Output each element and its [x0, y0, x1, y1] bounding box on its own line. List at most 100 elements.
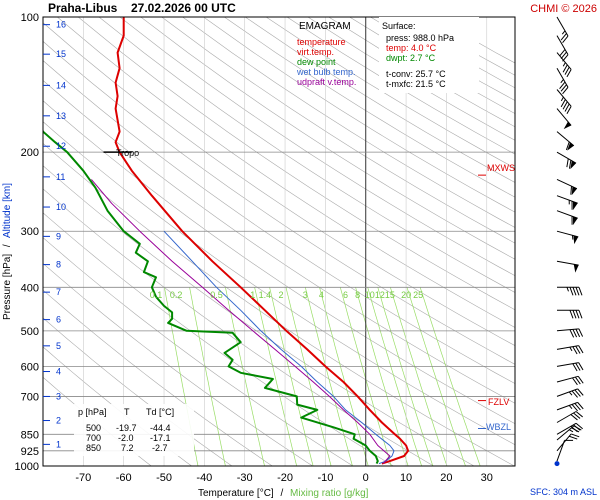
wind-barb-full	[569, 310, 574, 319]
wind-barb-half	[568, 405, 573, 410]
mixing-ratio-label: 4	[319, 290, 324, 300]
wind-barb-full	[572, 310, 577, 319]
table-row-700-t: -2.0	[118, 433, 134, 443]
wind-barb-full	[572, 287, 577, 296]
y-axis-title-alt: Altitude [km]	[2, 183, 13, 238]
wind-barb-pennant	[567, 142, 574, 151]
wind-barb	[556, 16, 569, 43]
x-axis-title-mix: Mixing ratio [g/kg]	[290, 488, 369, 499]
wind-barb-full	[560, 33, 567, 41]
dry-adiabat-line	[98, 17, 515, 293]
wind-barb	[556, 411, 583, 423]
legend-wet-bulb: wet bulb temp.	[296, 67, 356, 77]
wind-barb-full	[562, 64, 568, 73]
wind-barb-full	[577, 376, 584, 384]
wind-barb-half	[569, 346, 573, 352]
wind-barb-full	[570, 433, 580, 438]
wind-barb-full	[578, 287, 583, 296]
altitude-tick-label: 14	[56, 80, 66, 90]
series-wet-bulb-temp-line	[163, 230, 395, 465]
mixing-ratio-label: 0.2	[170, 290, 183, 300]
wind-barb-full	[571, 404, 578, 412]
wind-barb-full	[575, 422, 583, 430]
wind-barb	[556, 151, 577, 170]
wbzl-label: WBZL	[486, 422, 511, 432]
table-row-850-t: 7.2	[121, 443, 134, 453]
wind-barb-half	[568, 391, 573, 396]
wind-barb-full	[578, 310, 583, 319]
dry-adiabat-line	[203, 17, 515, 213]
wind-barb-full	[559, 81, 566, 89]
wind-barb-full	[560, 84, 567, 92]
wind-barb-full	[575, 362, 581, 371]
wind-barb-full	[568, 160, 572, 169]
wind-barb-half	[566, 287, 569, 292]
wind-barb-staff	[556, 328, 579, 332]
datetime: 27.02.2026 00 UTC	[131, 1, 236, 15]
table-row-850-td: -2.7	[152, 443, 168, 453]
temperature-tick-label: -40	[196, 472, 212, 484]
table-row-700-p: 700	[86, 433, 101, 443]
table-row-500-t: -19.7	[116, 423, 137, 433]
pressure-tick-label: 1000	[15, 461, 39, 473]
wind-barb-staff	[556, 425, 575, 441]
x-axis-title: Temperature [°C] / Mixing ratio [g/kg]	[198, 488, 369, 499]
dry-adiabat-line	[182, 17, 515, 228]
wind-barb-full	[569, 329, 575, 338]
wind-barb	[556, 230, 579, 245]
legend-updraft: udpraft v.temp.	[297, 77, 356, 87]
wind-barb-half	[562, 62, 566, 67]
wind-barb	[556, 210, 578, 226]
wind-barb-full	[565, 141, 570, 151]
wind-barb-full	[574, 376, 581, 385]
altitude-tick-label: 11	[56, 172, 65, 182]
wind-barb-full	[575, 287, 580, 296]
wind-barb-full	[571, 216, 573, 225]
wind-barb-full	[566, 106, 572, 115]
altitude-tick-label: 6	[56, 315, 61, 325]
surface-press: press: 988.0 hPa	[386, 33, 454, 43]
wind-barbs	[554, 16, 584, 467]
wind-barb-full	[578, 345, 584, 354]
wind-barb-staff	[556, 401, 578, 411]
altitude-tick-label: 8	[56, 260, 61, 270]
series-dew-pointline	[43, 128, 379, 465]
wind-barb	[556, 388, 584, 398]
wind-barb-full	[572, 329, 578, 338]
wind-barb-pennant	[573, 235, 579, 245]
wind-barb-full	[578, 328, 584, 337]
mixing-ratio-label: 6	[343, 290, 348, 300]
plot-frame	[42, 16, 516, 467]
wind-barb-full	[575, 328, 581, 338]
wind-barb-full	[569, 435, 578, 440]
wind-barb-half	[571, 235, 574, 240]
wind-barb	[556, 89, 572, 115]
temperature-tick-label: 30	[481, 472, 493, 484]
level-table: p [hPa] T Td [°C] 500 -19.7 -44.4 700 -2…	[74, 404, 194, 456]
table-header-p: p [hPa]	[78, 407, 107, 417]
legend-virt-temp: virt.temp.	[297, 47, 334, 57]
pressure-tick-label: 925	[21, 446, 39, 458]
pressure-tick-label: 100	[21, 12, 39, 24]
wind-barb-pennant	[570, 160, 577, 170]
altitude-tick-label: 10	[56, 202, 66, 212]
altitude-tick-label: 5	[56, 341, 61, 351]
wind-barb-full	[575, 310, 580, 319]
y-axis-title: Pressure [hPa] / Altitude [km]	[2, 183, 13, 320]
wind-barb	[556, 328, 584, 338]
wind-barb-full	[572, 346, 578, 355]
wind-barb	[556, 52, 572, 78]
surface-title: Surface:	[382, 21, 416, 31]
temperature-tick-label: -50	[156, 472, 172, 484]
altitude-tick-label: 12	[56, 141, 66, 151]
mixing-ratio-label: 3	[303, 290, 308, 300]
wind-barb	[556, 433, 580, 452]
mixing-ratio-label: 1	[250, 290, 255, 300]
wind-barb-staff	[556, 210, 578, 219]
wind-barb-full	[571, 201, 573, 210]
surface-temp: temp: 4.0 °C	[386, 43, 437, 53]
wind-barb	[556, 131, 575, 151]
altitude-tick-label: 1	[56, 439, 61, 449]
dry-adiabat-line	[43, 22, 515, 346]
series-udpraft-v-temp-line	[91, 179, 391, 464]
